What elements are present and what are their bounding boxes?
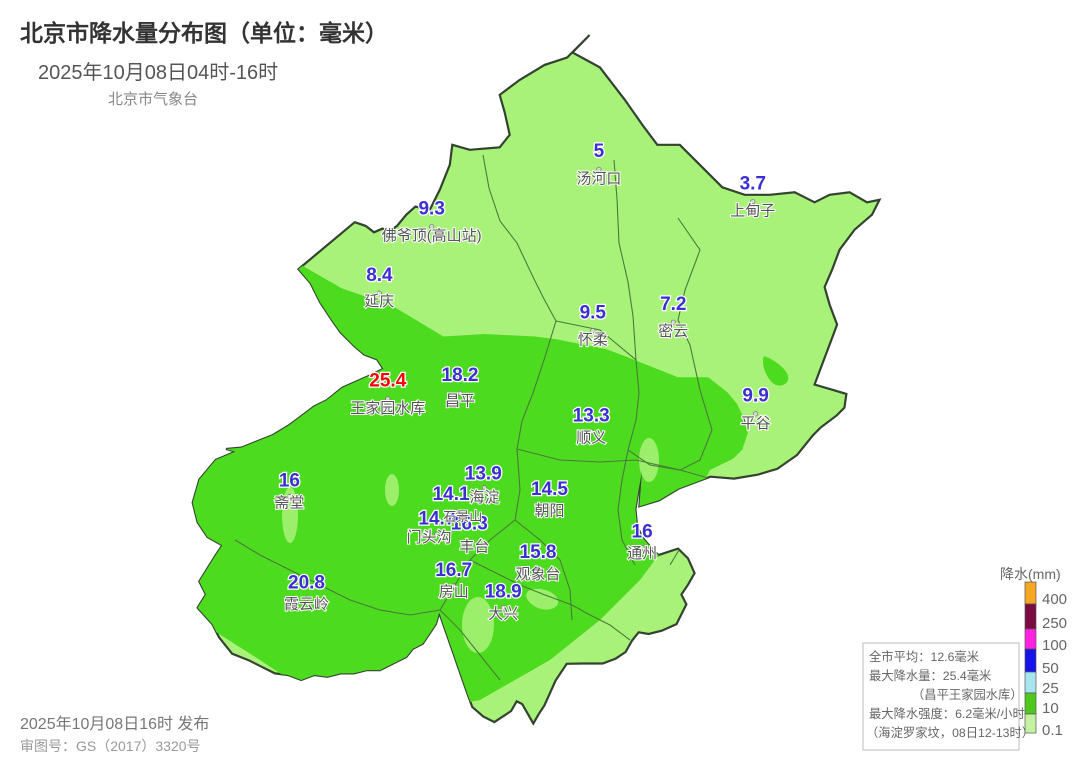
svg-text:13.3: 13.3 — [573, 406, 610, 427]
svg-text:18.2: 18.2 — [442, 365, 479, 386]
svg-text:最大降水量：25.4毫米: 最大降水量：25.4毫米 — [869, 668, 991, 683]
svg-text:全市平均：12.6毫米: 全市平均：12.6毫米 — [869, 649, 979, 664]
svg-text:丰台: 丰台 — [459, 539, 489, 556]
svg-text:通州: 通州 — [627, 545, 657, 562]
svg-text:斋堂: 斋堂 — [274, 494, 304, 511]
svg-text:16.7: 16.7 — [435, 560, 472, 581]
svg-text:平谷: 平谷 — [741, 415, 771, 432]
svg-text:王家园水库: 王家园水库 — [350, 400, 425, 417]
svg-text:50: 50 — [1042, 660, 1059, 677]
svg-text:0.1: 0.1 — [1042, 722, 1063, 739]
svg-text:延庆: 延庆 — [364, 293, 394, 310]
svg-text:16: 16 — [632, 521, 653, 542]
svg-text:10: 10 — [1042, 700, 1059, 717]
svg-text:上甸子: 上甸子 — [730, 203, 775, 220]
svg-text:9.5: 9.5 — [580, 302, 607, 323]
svg-text:大兴: 大兴 — [488, 605, 518, 622]
svg-text:13.9: 13.9 — [465, 463, 502, 484]
svg-text:20.8: 20.8 — [288, 572, 325, 593]
svg-text:霞云岭: 霞云岭 — [284, 596, 329, 613]
svg-text:250: 250 — [1042, 615, 1067, 632]
svg-text:14.1: 14.1 — [433, 484, 470, 505]
svg-text:25: 25 — [1042, 680, 1059, 697]
svg-text:16: 16 — [279, 470, 300, 491]
svg-text:5: 5 — [594, 141, 605, 162]
svg-text:汤河口: 汤河口 — [576, 170, 621, 187]
svg-text:最大降水强度：6.2毫米/小时: 最大降水强度：6.2毫米/小时 — [869, 706, 1025, 721]
svg-text:14.5: 14.5 — [531, 479, 568, 500]
svg-text:怀柔: 怀柔 — [578, 331, 608, 348]
svg-text:8.4: 8.4 — [366, 265, 393, 286]
svg-text:（昌平王家园水库）: （昌平王家园水库） — [912, 687, 1023, 702]
svg-text:石景山: 石景山 — [443, 509, 482, 524]
svg-text:降水(mm): 降水(mm) — [1000, 566, 1061, 582]
svg-text:观象台: 观象台 — [515, 566, 560, 583]
svg-text:18.9: 18.9 — [485, 582, 522, 603]
svg-text:门头沟: 门头沟 — [407, 529, 452, 546]
svg-text:400: 400 — [1042, 591, 1067, 608]
svg-text:昌平: 昌平 — [445, 393, 475, 410]
svg-text:15.8: 15.8 — [520, 542, 557, 563]
svg-text:（海淀罗家坟，08日12-13时）: （海淀罗家坟，08日12-13时） — [866, 725, 1034, 740]
svg-text:25.4: 25.4 — [369, 371, 406, 392]
svg-text:海淀: 海淀 — [469, 489, 499, 506]
svg-text:7.2: 7.2 — [660, 294, 686, 315]
svg-text:3.7: 3.7 — [740, 173, 766, 194]
svg-text:9.3: 9.3 — [418, 198, 444, 219]
svg-text:密云: 密云 — [658, 323, 688, 340]
svg-text:100: 100 — [1042, 637, 1067, 654]
svg-text:顺义: 顺义 — [576, 430, 606, 447]
svg-text:朝阳: 朝阳 — [534, 503, 564, 520]
svg-text:9.9: 9.9 — [742, 386, 768, 407]
svg-text:佛爷顶(高山站): 佛爷顶(高山站) — [382, 228, 482, 245]
svg-text:房山: 房山 — [439, 584, 469, 601]
